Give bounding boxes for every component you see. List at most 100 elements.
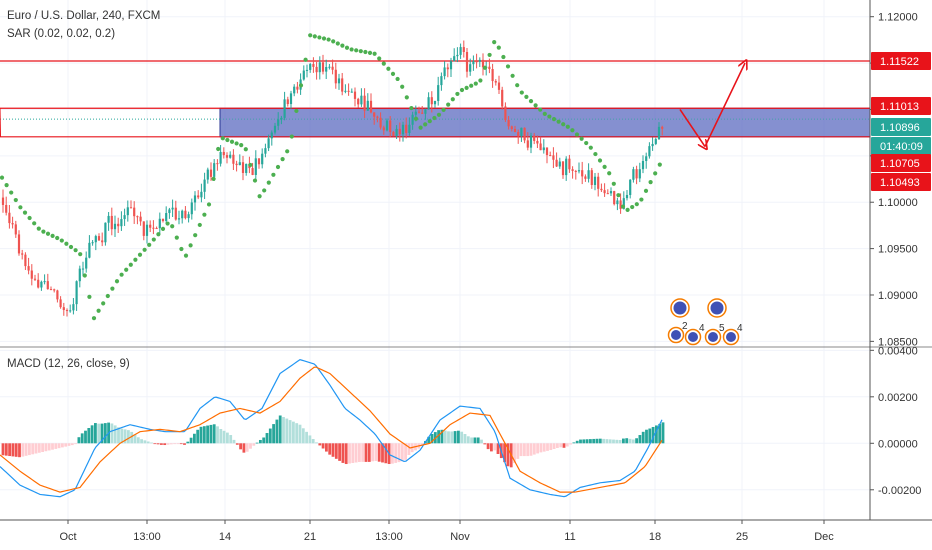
candle-body	[8, 212, 11, 224]
sar-dot	[436, 112, 442, 117]
candle-body	[21, 253, 24, 255]
sar-dot	[55, 235, 60, 241]
sar-dot	[13, 197, 18, 203]
candle-body	[545, 147, 549, 156]
sar-dot	[335, 41, 340, 46]
sar-dot	[22, 210, 28, 215]
candle-body	[277, 119, 280, 126]
macd-histogram-bar	[282, 417, 285, 444]
sar-dot	[294, 108, 299, 114]
chart-title: Euro / U.S. Dollar, 240, FXCM	[7, 10, 161, 22]
macd-histogram-bar	[255, 442, 259, 444]
macd-histogram-bar	[529, 443, 533, 456]
sar-dot	[252, 178, 258, 183]
macd-histogram-bar	[74, 443, 77, 445]
horizontal-levels	[0, 60, 870, 138]
macd-histogram-bar	[658, 423, 662, 444]
price-tag-box	[871, 154, 931, 172]
macd-histogram-bar	[377, 443, 381, 462]
candle-body	[625, 194, 629, 199]
price-tag-label: 1.10896	[880, 122, 920, 134]
sar-dot	[390, 71, 396, 76]
sar-dot	[413, 116, 419, 121]
candle-body	[433, 100, 437, 105]
sar-dot	[101, 301, 106, 306]
event-flag-icon	[671, 330, 681, 340]
macd-histogram-bar	[31, 443, 35, 455]
macd-histogram-bar	[351, 443, 355, 464]
event-count-label: 4	[737, 323, 743, 334]
sar-dot	[542, 111, 547, 117]
sar-dot	[193, 233, 198, 238]
sar-dot	[285, 149, 290, 154]
macd-histogram-bar	[169, 443, 173, 445]
sar-dot	[574, 132, 580, 137]
sar-dot	[50, 233, 55, 238]
candle-body	[657, 126, 661, 140]
macd-histogram-bar	[437, 430, 440, 444]
candle-body	[587, 170, 590, 179]
macd-histogram-bar	[127, 430, 130, 444]
candle-body	[59, 299, 62, 308]
macd-histogram-bar	[245, 443, 249, 452]
candle-body	[296, 86, 299, 90]
candle-body	[446, 67, 449, 70]
candle-body	[133, 207, 136, 217]
sar-dot	[432, 115, 437, 121]
macd-panel	[0, 346, 932, 498]
macd-histogram-bar	[523, 443, 526, 457]
sar-dot	[96, 308, 101, 313]
sar-dot	[584, 140, 589, 146]
sar-dot	[266, 180, 271, 185]
sar-dot	[275, 164, 281, 170]
sar-dot	[183, 253, 189, 258]
macd-histogram-bar	[18, 443, 21, 458]
sar-dot	[32, 221, 37, 226]
candles	[1, 40, 664, 317]
macd-histogram-bar	[447, 431, 450, 444]
sar-dot	[423, 122, 428, 127]
sar-dot	[298, 83, 304, 88]
sar-dot	[482, 65, 488, 70]
macd-histogram-bar	[404, 443, 407, 460]
macd-histogram-bar	[212, 424, 216, 444]
sar-dot	[579, 136, 584, 141]
macd-histogram-bar	[80, 433, 84, 444]
sar-dot	[271, 172, 276, 177]
candle-body	[641, 160, 645, 170]
candle-body	[69, 310, 72, 312]
candle-body	[360, 95, 363, 105]
sar-dot	[18, 205, 23, 210]
candle-body	[232, 154, 235, 164]
sar-dot	[625, 207, 630, 212]
sar-dot	[505, 64, 511, 69]
candle-body	[46, 281, 49, 290]
candle-body	[635, 169, 638, 179]
macd-histogram-bar	[70, 443, 74, 446]
candle-body	[555, 159, 558, 167]
macd-histogram-bar	[100, 423, 104, 444]
macd-histogram-bar	[549, 443, 553, 451]
price-tag-box	[871, 97, 931, 115]
candle-body	[488, 66, 491, 70]
candle-body	[411, 114, 414, 125]
sar-dot	[459, 87, 465, 93]
sar-dot	[501, 54, 506, 60]
candle-body	[53, 289, 56, 291]
macd-histogram-bar	[222, 430, 226, 444]
candle-body	[561, 161, 565, 176]
time-tick-label: 13:00	[375, 531, 403, 543]
sar-dot	[354, 48, 359, 53]
sar-dot	[142, 247, 147, 252]
projection-arrow-up	[704, 63, 745, 147]
candle-body	[126, 207, 129, 216]
candle-body	[270, 132, 273, 139]
macd-histogram-bar	[480, 439, 483, 444]
sar-dot	[602, 164, 607, 169]
event-count-label: 5	[719, 323, 725, 334]
sar-dot	[639, 197, 644, 202]
event-flag-icon	[726, 332, 736, 342]
macd-histogram-bar	[394, 443, 398, 463]
